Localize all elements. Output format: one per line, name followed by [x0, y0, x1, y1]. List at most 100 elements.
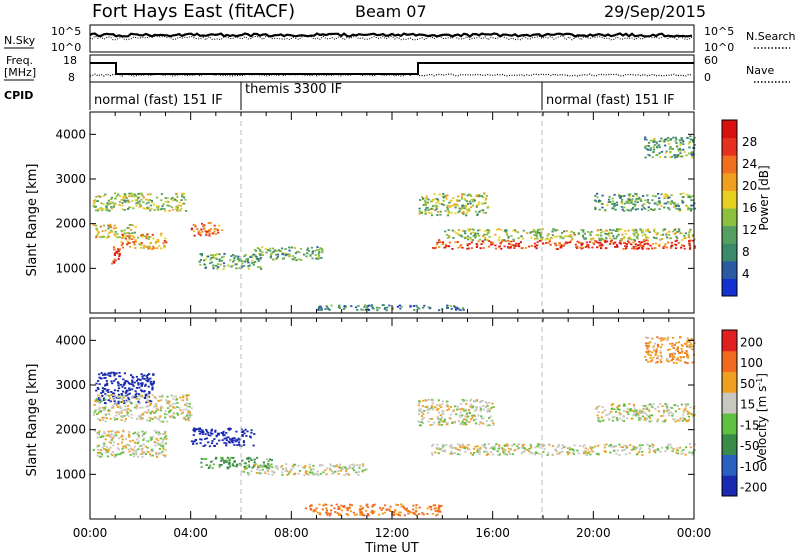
- power-cell-9: [662, 229, 665, 232]
- power-cell-9: [535, 230, 538, 233]
- power-cell-10: [630, 200, 633, 203]
- power-cell-8: [646, 239, 649, 242]
- vel-cell-1: [164, 410, 167, 412]
- vel-cell-8: [587, 448, 590, 451]
- power-cell-9: [461, 229, 464, 232]
- power-cell-0: [99, 207, 102, 210]
- power-cell-9: [503, 229, 507, 232]
- power-cell-8: [592, 242, 595, 244]
- power-cell-6: [259, 253, 262, 255]
- power-cell-7: [436, 205, 439, 208]
- vel-cell-10: [686, 340, 689, 343]
- vel-cell-3: [204, 433, 207, 435]
- power-cell-0: [137, 196, 140, 199]
- vel-cell-7: [488, 410, 491, 412]
- vel-cell-1: [104, 420, 107, 423]
- vel-cell-1: [168, 400, 171, 403]
- power-cell-9: [495, 228, 499, 231]
- vel-cell-5: [312, 468, 315, 471]
- vel-cell-0: [112, 395, 115, 398]
- power-cell-7: [478, 194, 481, 196]
- power-cell-0: [146, 193, 150, 196]
- vel-cell-8: [641, 454, 644, 456]
- vel-cell-9: [635, 408, 638, 411]
- vel-cell-7: [418, 410, 421, 413]
- power-cell-6: [291, 258, 294, 261]
- vel-cell-0: [135, 379, 138, 382]
- vel-cell-6: [384, 504, 387, 507]
- vel-cell-2: [136, 438, 139, 441]
- vel-cell-1: [120, 411, 123, 414]
- vel-cell-0: [117, 402, 120, 405]
- vel-cell-2: [141, 430, 144, 433]
- vel-cell-0: [117, 400, 120, 403]
- power-cell-9: [623, 237, 626, 240]
- vel-cell-0: [149, 381, 152, 383]
- vel-cell-0: [104, 402, 107, 405]
- vel-cell-1: [138, 415, 141, 418]
- power-cell-7: [463, 198, 466, 200]
- vel-cell-8: [474, 445, 477, 448]
- vel-cell-9: [647, 403, 650, 406]
- power-cell-9: [487, 232, 490, 235]
- power-cell-9: [472, 229, 475, 231]
- power-cell-12: [438, 309, 441, 312]
- power-colorbar-segment-7: [722, 155, 737, 174]
- vel-cell-5: [341, 467, 344, 470]
- vel-cell-2: [121, 450, 124, 453]
- power-cell-1: [104, 229, 107, 232]
- vel-cell-1: [131, 396, 134, 399]
- power-cell-10: [664, 193, 667, 196]
- vel-cell-1: [153, 396, 156, 398]
- vel-cell-8: [613, 449, 616, 452]
- power-cell-12: [370, 304, 374, 307]
- vel-cell-3: [208, 445, 212, 448]
- vel-cell-2: [135, 453, 138, 456]
- power-cell-0: [110, 198, 113, 200]
- power-cell-11: [651, 156, 654, 158]
- vel-cell-3: [232, 439, 235, 442]
- power-cell-5: [222, 262, 226, 265]
- vel-cell-6: [389, 505, 392, 508]
- power-cell-7: [426, 206, 429, 209]
- power-cell-4: [190, 228, 193, 231]
- vel-cell-2: [153, 429, 156, 432]
- vel-cell-4: [267, 463, 270, 465]
- vel-cell-9: [644, 412, 647, 414]
- vel-cell-8: [672, 447, 675, 450]
- power-cell-9: [573, 232, 576, 234]
- vel-cell-7: [471, 416, 474, 419]
- vel-cell-6: [434, 510, 437, 512]
- vel-cell-0: [109, 372, 112, 375]
- vel-cell-2: [106, 455, 109, 458]
- power-cell-10: [634, 203, 637, 206]
- power-cell-7: [475, 204, 479, 207]
- power-cell-8: [654, 242, 658, 245]
- power-cell-6: [311, 250, 314, 253]
- vel-cell-9: [647, 415, 650, 418]
- vel-cell-3: [213, 444, 216, 447]
- power-cell-8: [636, 248, 639, 250]
- power-cell-9: [464, 237, 467, 240]
- power-cell-9: [681, 239, 684, 241]
- vel-cell-2: [151, 435, 155, 438]
- vel-cell-0: [118, 375, 121, 378]
- vel-cell-2: [163, 432, 166, 435]
- vel-cell-9: [676, 405, 679, 408]
- power-cell-0: [163, 208, 166, 210]
- power-cell-8: [459, 245, 462, 248]
- vel-cell-7: [424, 399, 427, 402]
- vel-cell-0: [133, 396, 136, 399]
- power-cell-11: [647, 145, 650, 147]
- power-cell-0: [124, 195, 127, 198]
- power-cell-11: [660, 137, 663, 140]
- vel-cell-10: [656, 361, 659, 363]
- power-cell-8: [459, 244, 463, 246]
- vel-cell-0: [135, 387, 138, 389]
- power-cell-7: [437, 200, 440, 203]
- power-cell-12: [326, 306, 329, 309]
- vel-cell-1: [168, 404, 171, 407]
- power-cell-9: [582, 229, 585, 231]
- power-cell-0: [164, 210, 167, 212]
- power-cell-9: [615, 230, 618, 232]
